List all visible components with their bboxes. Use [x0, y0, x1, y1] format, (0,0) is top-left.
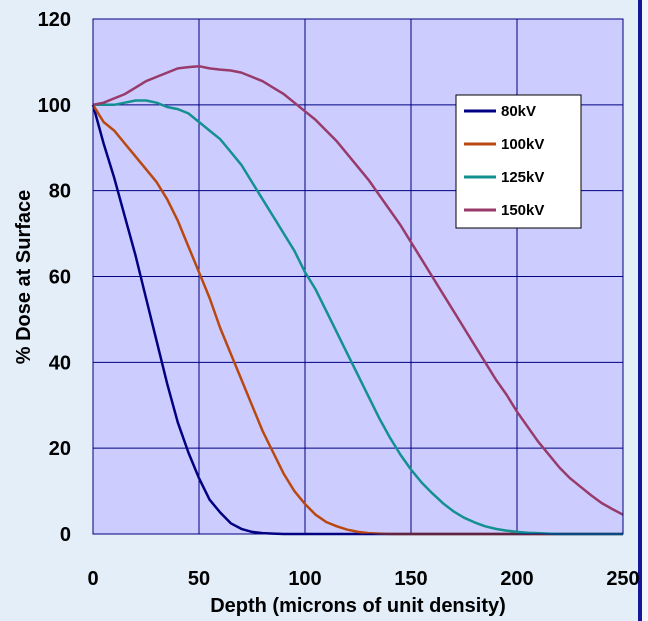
- x-tick-label: 0: [87, 568, 98, 590]
- x-tick-label: 250: [606, 568, 639, 590]
- series-line-125kV: [93, 99, 623, 536]
- plot-border: [92, 18, 624, 535]
- x-tick-label: 150: [394, 568, 427, 590]
- legend-label: 80kV: [501, 103, 536, 120]
- y-axis-ticks: 0 20 40 60 80 100 120: [38, 9, 71, 546]
- series-line-150kV: [92, 64, 624, 516]
- y-tick-label: 40: [49, 352, 71, 374]
- x-axis-ticks: 0 50 100 150 200 250: [87, 568, 639, 590]
- legend-label: 125kV: [501, 169, 544, 186]
- y-tick-label: 80: [49, 181, 71, 203]
- y-tick-label: 0: [60, 524, 71, 546]
- series-layer: [91, 64, 624, 536]
- window-edge-light: [642, 0, 648, 621]
- legend-label: 100kV: [501, 136, 544, 153]
- window-edge: [638, 0, 642, 621]
- legend: 80kV 100kV 125kV 150kV: [455, 94, 582, 229]
- x-tick-label: 200: [500, 568, 533, 590]
- y-tick-label: 100: [38, 95, 71, 117]
- y-axis-title: % Dose at Surface: [13, 190, 35, 365]
- legend-label: 150kV: [501, 202, 544, 219]
- y-tick-label: 120: [38, 9, 71, 31]
- x-axis-title: Depth (microns of unit density): [210, 595, 506, 617]
- y-tick-label: 60: [49, 267, 71, 289]
- y-tick-label: 20: [49, 438, 71, 460]
- x-tick-label: 100: [288, 568, 321, 590]
- x-tick-label: 50: [188, 568, 210, 590]
- legend-box: [455, 94, 582, 229]
- series-line-100kV: [91, 104, 623, 536]
